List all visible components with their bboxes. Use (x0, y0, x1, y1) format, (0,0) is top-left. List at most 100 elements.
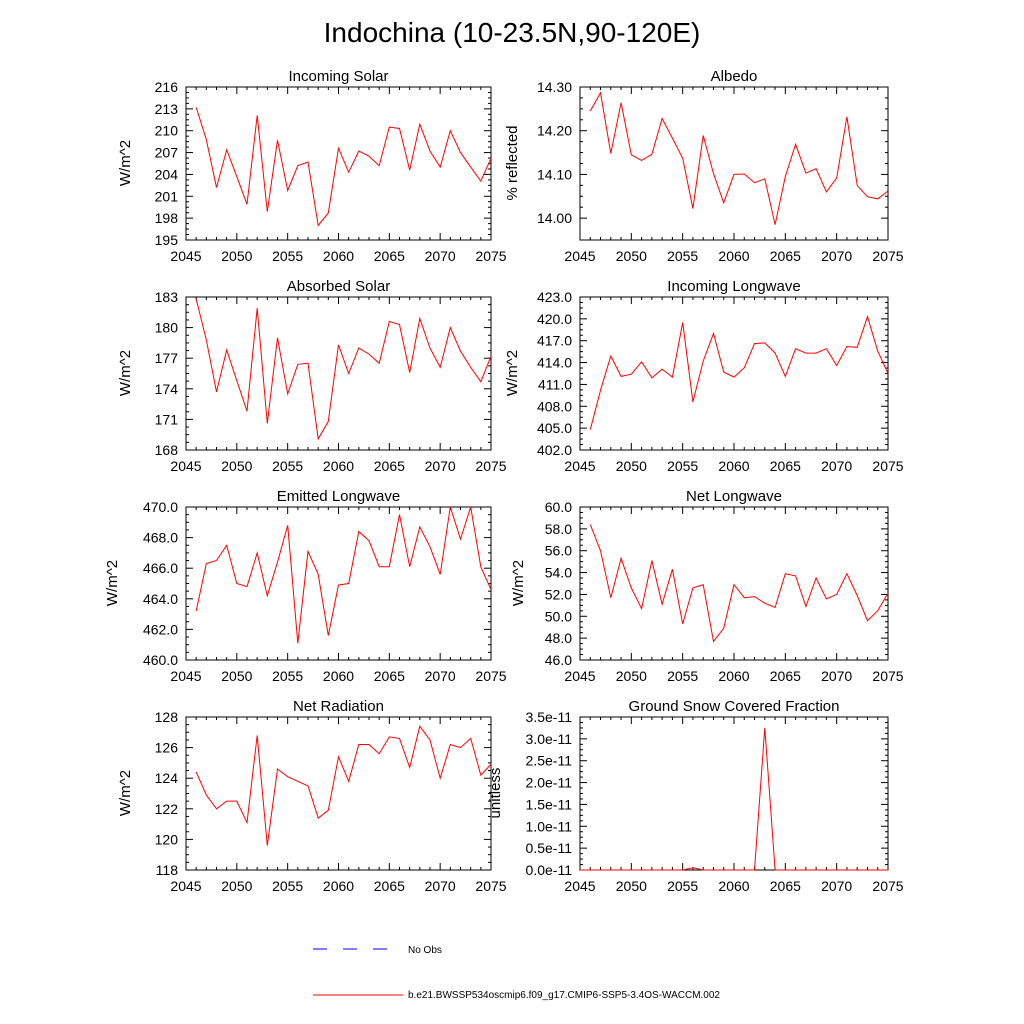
panel-title-net-radiation: Net Radiation (293, 698, 384, 715)
y-tick-label-net-radiation: 118 (156, 862, 179, 878)
x-tick-label-albedo: 2065 (770, 248, 801, 264)
y-tick-label-incoming-solar: 210 (155, 123, 179, 139)
panel-title-incoming-solar: Incoming Solar (288, 68, 388, 85)
y-tick-label-emitted-longwave: 460.0 (143, 652, 178, 668)
x-tick-label-albedo: 2070 (821, 248, 852, 264)
y-tick-label-absorbed-solar: 171 (155, 411, 179, 427)
x-tick-label-incoming-longwave: 2060 (718, 458, 749, 474)
x-tick-label-absorbed-solar: 2045 (170, 458, 201, 474)
legend-obs-label: No Obs (408, 945, 442, 956)
x-tick-label-incoming-solar: 2065 (374, 248, 405, 264)
series-line-ground-snow-covered-fraction (580, 727, 888, 871)
plot-frame-incoming-longwave (579, 296, 889, 451)
x-tick-label-net-longwave: 2060 (718, 668, 749, 684)
series-line-net-longwave (589, 524, 889, 643)
y-tick-label-net-longwave: 48.0 (545, 630, 572, 646)
y-tick-label-absorbed-solar: 180 (155, 320, 179, 336)
panel-absorbed-solar: Absorbed Solar 2045 2050 2055 2060 2065 2070 20… (117, 278, 507, 474)
x-tick-label-incoming-longwave: 2055 (667, 458, 698, 474)
x-tick-label-emitted-longwave: 2060 (323, 668, 354, 684)
x-tick-label-ground-snow-covered-fraction: 2075 (872, 878, 903, 894)
y-tick-label-albedo: 14.10 (537, 166, 572, 182)
x-tick-label-net-longwave: 2045 (564, 668, 595, 684)
y-tick-label-ground-snow-covered-fraction: 0.5e-11 (526, 840, 573, 856)
y-tick-label-net-radiation: 120 (155, 831, 179, 847)
x-tick-label-incoming-solar: 2060 (323, 248, 354, 264)
panel-albedo: Albedo 2045 2050 2055 2060 2065 2070 2075 14.00 1… (504, 68, 904, 264)
panels-container: Incoming Solar 2045 2050 2055 2060 2065 2070 20… (104, 68, 904, 894)
x-tick-label-net-radiation: 2050 (221, 878, 252, 894)
y-tick-label-incoming-solar: 207 (155, 145, 179, 161)
x-tick-label-net-longwave: 2070 (821, 668, 852, 684)
plot-frame-ground-snow-covered-fraction (579, 716, 889, 871)
panel-title-net-longwave: Net Longwave (686, 488, 782, 505)
y-tick-label-incoming-longwave: 423.0 (537, 289, 572, 305)
y-tick-label-ground-snow-covered-fraction: 2.0e-11 (526, 775, 573, 791)
x-tick-label-albedo: 2060 (718, 248, 749, 264)
y-axis-label-net-radiation: W/m^2 (117, 770, 134, 816)
y-tick-label-absorbed-solar: 183 (155, 289, 179, 305)
y-tick-label-incoming-solar: 204 (155, 166, 179, 182)
panel-ground-snow-covered-fraction: Ground Snow Covered Fraction 2045 2050 2055… (487, 698, 904, 894)
y-axis-label-ground-snow-covered-fraction: unitless (487, 768, 504, 819)
plot-frame-emitted-longwave (185, 506, 492, 661)
x-tick-label-emitted-longwave: 2070 (425, 668, 456, 684)
y-tick-label-net-longwave: 46.0 (545, 652, 572, 668)
y-tick-label-albedo: 14.00 (537, 210, 572, 226)
x-tick-label-net-longwave: 2075 (872, 668, 903, 684)
y-tick-label-ground-snow-covered-fraction: 1.5e-11 (526, 796, 573, 812)
x-tick-label-net-radiation: 2070 (425, 878, 456, 894)
legend: No Obs b.e21.BWSSP534oscmip6.f09_g17.CMI… (313, 945, 720, 1001)
x-tick-label-net-radiation: 2065 (374, 878, 405, 894)
x-tick-label-ground-snow-covered-fraction: 2045 (564, 878, 595, 894)
y-tick-label-incoming-longwave: 420.0 (537, 311, 572, 327)
x-tick-label-net-longwave: 2055 (667, 668, 698, 684)
series-line-emitted-longwave (195, 506, 492, 644)
x-tick-label-net-radiation: 2075 (475, 878, 506, 894)
panel-emitted-longwave: Emitted Longwave 2045 2050 2055 2060 2065 2070… (104, 488, 507, 684)
y-tick-label-net-radiation: 124 (155, 770, 179, 786)
y-axis-label-emitted-longwave: W/m^2 (104, 560, 121, 606)
x-tick-label-absorbed-solar: 2050 (221, 458, 252, 474)
panel-net-longwave: Net Longwave 2045 2050 2055 2060 2065 2070 2075… (510, 488, 904, 684)
x-tick-label-emitted-longwave: 2075 (475, 668, 506, 684)
y-tick-label-ground-snow-covered-fraction: 0.0e-11 (526, 862, 573, 878)
x-tick-label-ground-snow-covered-fraction: 2055 (667, 878, 698, 894)
series-line-absorbed-solar (195, 298, 492, 441)
y-tick-label-incoming-solar: 213 (155, 101, 179, 117)
panel-title-absorbed-solar: Absorbed Solar (287, 278, 390, 295)
series-line-incoming-solar (195, 107, 492, 227)
y-tick-label-incoming-solar: 216 (155, 79, 179, 95)
x-tick-label-absorbed-solar: 2060 (323, 458, 354, 474)
plot-frame-net-radiation (185, 716, 492, 871)
y-axis-label-incoming-longwave: W/m^2 (504, 350, 521, 396)
x-tick-label-incoming-solar: 2055 (272, 248, 303, 264)
y-tick-label-emitted-longwave: 466.0 (143, 560, 178, 576)
x-tick-label-net-radiation: 2055 (272, 878, 303, 894)
x-tick-label-net-longwave: 2065 (770, 668, 801, 684)
y-tick-label-net-longwave: 50.0 (545, 608, 572, 624)
x-tick-label-incoming-longwave: 2070 (821, 458, 852, 474)
x-tick-label-incoming-solar: 2050 (221, 248, 252, 264)
x-tick-label-incoming-longwave: 2050 (616, 458, 647, 474)
y-tick-label-net-radiation: 128 (155, 709, 179, 725)
x-tick-label-absorbed-solar: 2070 (425, 458, 456, 474)
panel-incoming-longwave: Incoming Longwave 2045 2050 2055 2060 2065 207… (504, 278, 904, 474)
y-tick-label-emitted-longwave: 464.0 (143, 591, 178, 607)
y-tick-label-emitted-longwave: 470.0 (143, 499, 178, 515)
y-tick-label-incoming-longwave: 414.0 (537, 355, 572, 371)
x-tick-label-albedo: 2045 (564, 248, 595, 264)
plot-frame-absorbed-solar (185, 296, 492, 451)
y-tick-label-ground-snow-covered-fraction: 3.5e-11 (526, 709, 573, 725)
y-tick-label-net-longwave: 58.0 (545, 521, 572, 537)
x-tick-label-emitted-longwave: 2055 (272, 668, 303, 684)
y-tick-label-albedo: 14.20 (537, 123, 572, 139)
y-tick-label-net-radiation: 126 (155, 740, 179, 756)
y-tick-label-incoming-solar: 195 (155, 232, 179, 248)
x-tick-label-incoming-solar: 2045 (170, 248, 201, 264)
y-tick-label-ground-snow-covered-fraction: 1.0e-11 (526, 818, 573, 834)
y-tick-label-emitted-longwave: 468.0 (143, 530, 178, 546)
y-tick-label-incoming-longwave: 411.0 (538, 376, 572, 392)
x-tick-label-incoming-longwave: 2065 (770, 458, 801, 474)
y-tick-label-net-longwave: 60.0 (545, 499, 572, 515)
